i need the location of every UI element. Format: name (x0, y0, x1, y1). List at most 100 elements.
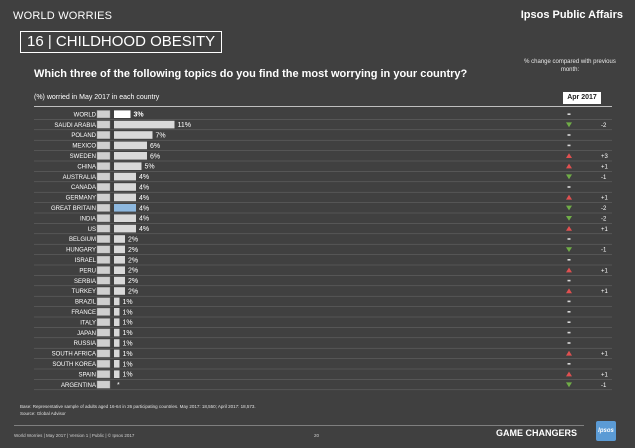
country-label-brazil: BRAZIL (75, 300, 97, 306)
value-label-france: 1% (123, 309, 133, 316)
bar-israel (114, 256, 125, 264)
footer-source-note: Source: Global Advisor (20, 411, 66, 416)
bar-belgium (114, 235, 125, 243)
country-label-poland: POLAND (71, 133, 96, 139)
value-label-mexico: 6% (150, 143, 160, 150)
no-change-icon (567, 259, 571, 261)
brand-name: Ipsos Public Affairs (520, 9, 623, 21)
country-label-mexico: MEXICO (72, 144, 96, 150)
value-label-argentina: * (117, 382, 120, 389)
chart-subtitle: (%) worried in May 2017 in each country (34, 94, 160, 101)
flag-icon-argentina (96, 380, 111, 389)
down-arrow-icon (566, 205, 572, 211)
flag-icon-spain (96, 370, 111, 379)
value-label-russia: 1% (123, 341, 133, 348)
no-change-icon (567, 113, 571, 115)
bar-japan (114, 328, 120, 337)
survey-question: Which three of the following topics do y… (34, 68, 468, 80)
change-label-australia: -1 (601, 175, 607, 181)
bar-world (114, 110, 131, 118)
flag-icon-italy (96, 318, 111, 327)
flag-icon-canada (96, 183, 111, 191)
bar-serbia (114, 276, 125, 285)
country-label-russia: RUSSIA (74, 341, 96, 347)
bar-turkey (114, 287, 125, 295)
country-label-world: WORLD (74, 112, 97, 118)
value-label-south-africa: 1% (123, 351, 133, 358)
country-label-china: CHINA (77, 164, 96, 170)
no-change-icon (567, 321, 571, 323)
bar-china (114, 162, 142, 170)
footer-info: World Worries | May 2017 | Version 1 | P… (14, 433, 135, 438)
value-label-canada: 4% (139, 185, 149, 192)
bar-south-korea (114, 360, 120, 368)
value-label-china: 5% (145, 164, 155, 171)
bar-chart: WORLD 3% SAUDI ARABIA 11% -2 POLAND 7% MEXICO 6%… (34, 110, 612, 391)
bar-peru (114, 266, 125, 274)
country-label-canada: CANADA (71, 185, 96, 191)
country-label-germany: GERMANY (66, 196, 96, 202)
page-title: 16 | CHILDHOOD OBESITY (20, 31, 223, 53)
flag-icon-south-korea (96, 359, 111, 368)
country-label-france: FRANCE (71, 310, 96, 316)
bar-italy (114, 318, 120, 326)
up-arrow-icon (566, 267, 572, 273)
flag-icon-south-africa (96, 349, 111, 358)
bar-france (114, 308, 120, 316)
value-label-world: 3% (134, 112, 145, 119)
flag-icon-china (96, 162, 111, 171)
country-label-peru: PERU (79, 268, 96, 274)
down-arrow-icon (566, 216, 572, 221)
page-number: 20 (314, 433, 320, 438)
bar-brazil (114, 297, 120, 306)
flag-icon-great-britain (96, 203, 111, 212)
footer-divider (14, 425, 584, 426)
country-label-south-africa: SOUTH AFRICA (52, 352, 96, 358)
country-label-india: INDIA (80, 216, 96, 222)
flag-icon-mexico (96, 141, 111, 150)
flag-icon-japan (96, 328, 111, 337)
flag-icon-hungary (96, 245, 111, 254)
flag-icon-belgium (96, 235, 111, 243)
bar-great-britain (114, 204, 136, 212)
no-change-icon (567, 342, 571, 344)
header-divider (34, 106, 612, 107)
country-label-italy: ITALY (80, 320, 96, 326)
bar-india (114, 214, 136, 222)
value-label-japan: 1% (123, 330, 133, 337)
country-label-argentina: ARGENTINA (61, 383, 96, 389)
country-label-us: US (88, 227, 96, 233)
no-change-icon (567, 238, 571, 240)
flag-icon-world (96, 110, 111, 119)
flag-icon-russia (96, 339, 111, 347)
change-label-india: -2 (601, 216, 607, 222)
no-change-icon (567, 311, 571, 313)
tagline: GAME CHANGERS (496, 428, 578, 438)
bar-australia (114, 172, 136, 181)
bar-canada (114, 183, 136, 191)
change-note: % change compared with previous month: (524, 59, 616, 73)
compare-month-badge: Apr 2017 (563, 92, 601, 104)
no-change-icon (567, 134, 571, 136)
up-arrow-icon (566, 194, 572, 200)
country-label-turkey: TURKEY (72, 289, 96, 295)
up-arrow-icon (566, 350, 572, 356)
change-label-china: +1 (601, 164, 609, 170)
value-label-belgium: 2% (128, 237, 138, 244)
flag-icon-brazil (96, 297, 111, 306)
no-change-icon (567, 279, 571, 282)
flag-icon-france (96, 307, 111, 316)
value-label-australia: 4% (139, 174, 149, 181)
change-label-south-africa: +1 (601, 352, 609, 358)
down-arrow-icon (566, 122, 572, 128)
flag-icon-sweden (96, 151, 111, 160)
no-change-icon (567, 331, 571, 334)
country-label-israel: ISRAEL (75, 258, 97, 264)
country-label-great-britain: GREAT BRITAIN (51, 206, 96, 212)
value-label-spain: 1% (123, 372, 133, 379)
value-label-brazil: 1% (123, 299, 133, 306)
footer-base-note: Base: Representative sample of adults ag… (20, 404, 256, 409)
change-label-peru: +1 (601, 268, 609, 274)
bar-saudi-arabia (114, 120, 175, 129)
down-arrow-icon (566, 247, 572, 252)
